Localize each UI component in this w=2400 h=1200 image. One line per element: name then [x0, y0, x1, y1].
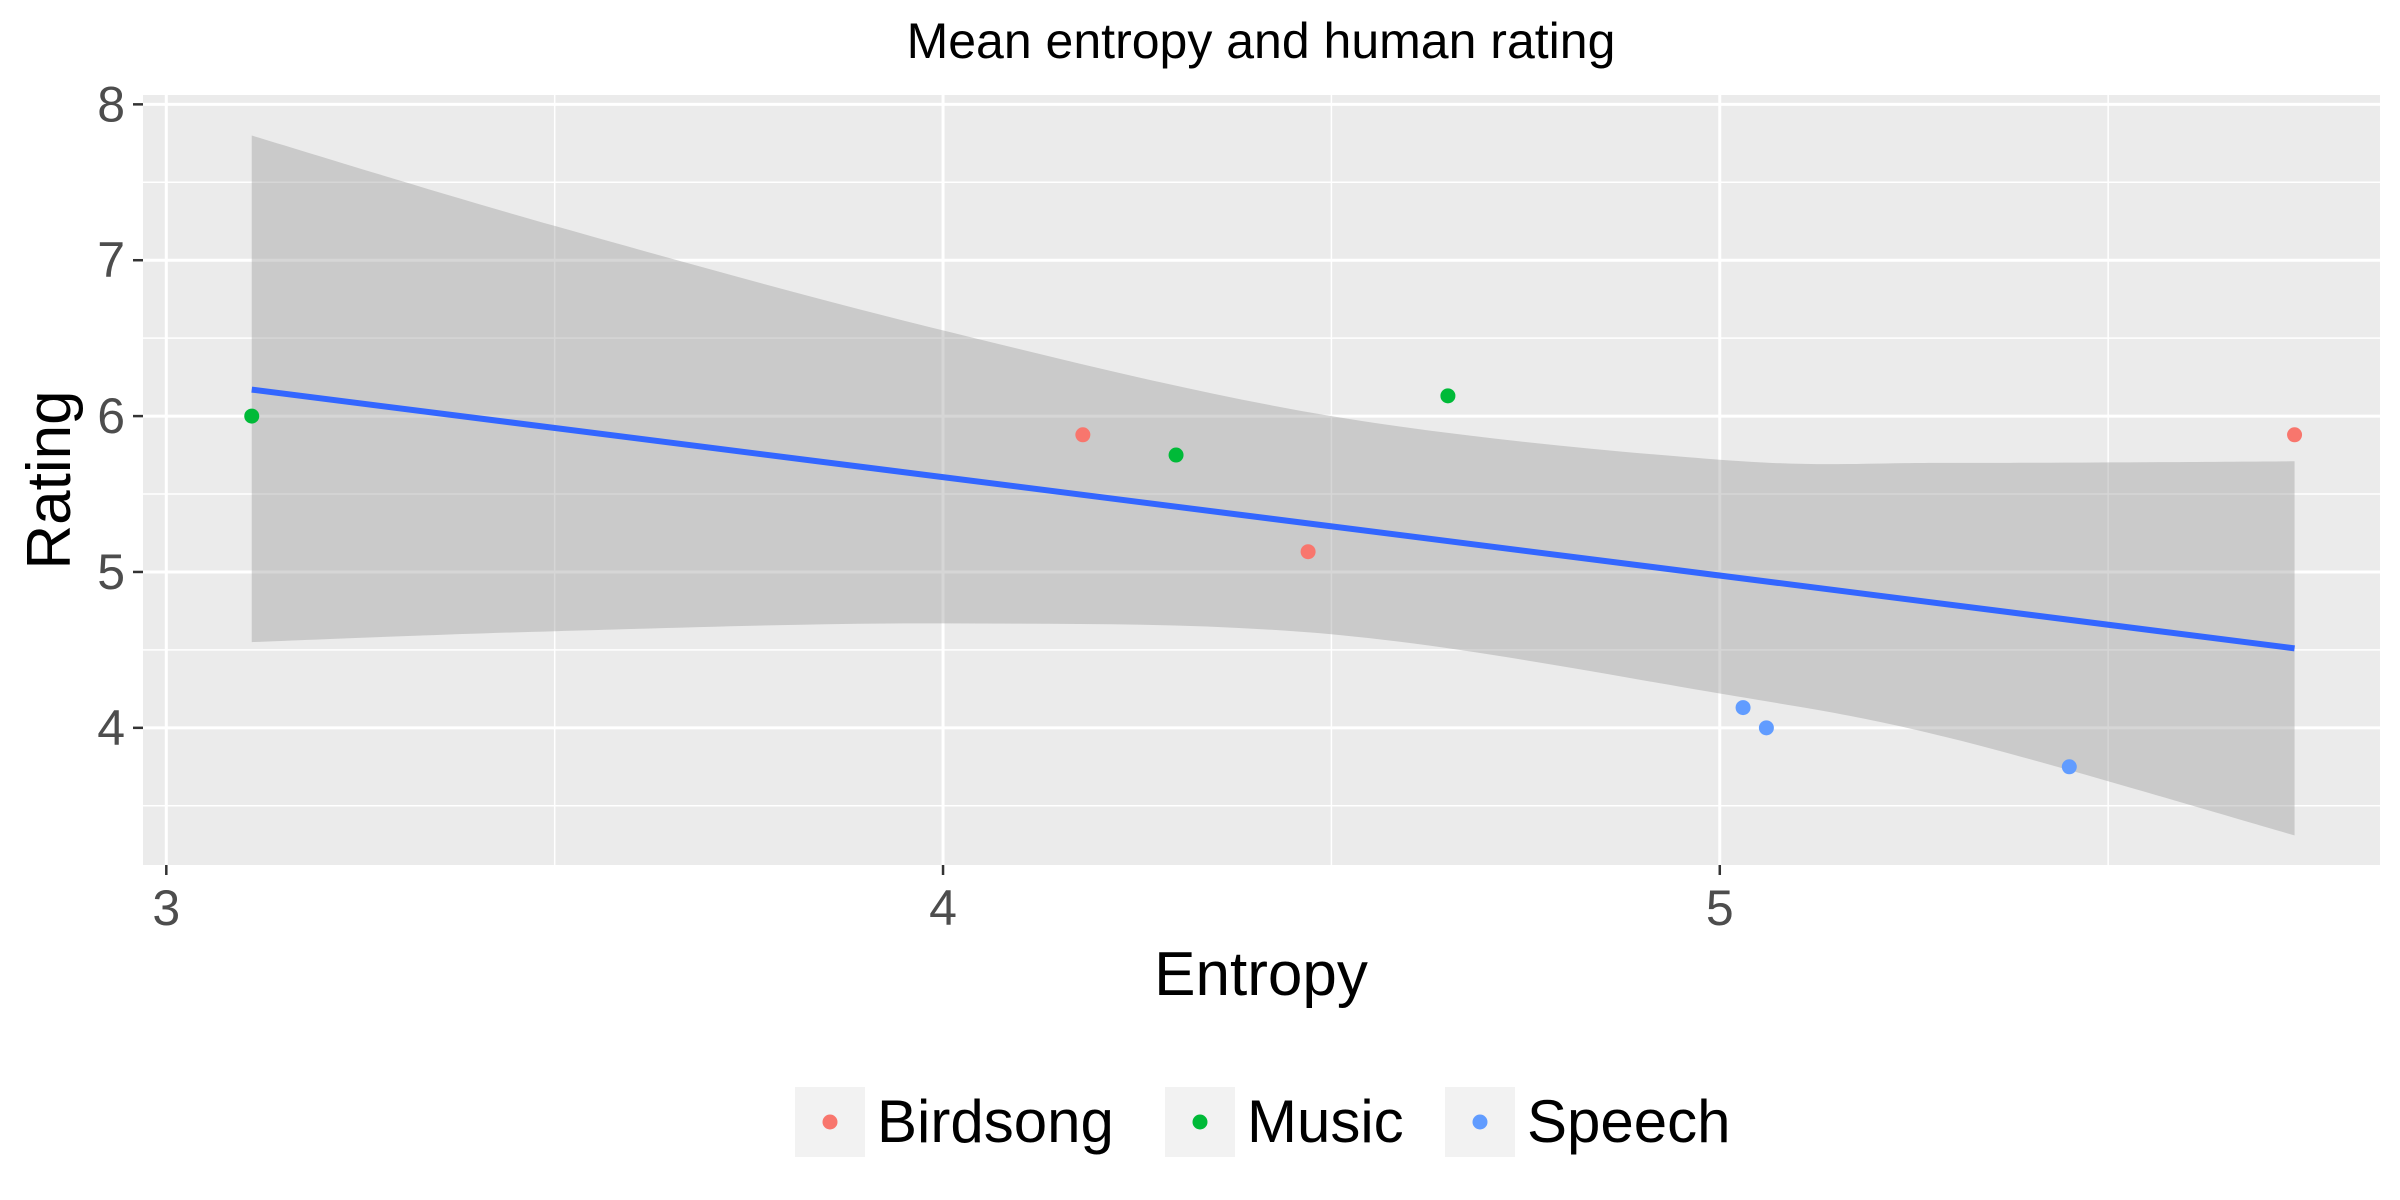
- legend-key-point: [1192, 1114, 1208, 1130]
- confidence-band-layer: [251, 135, 2295, 836]
- grid-minor: [143, 95, 2380, 865]
- confidence-band: [251, 135, 2295, 836]
- legend-label: Music: [1247, 1088, 1404, 1155]
- legend-item-speech: Speech: [1445, 1087, 1731, 1157]
- y-tick-label: 4: [97, 700, 125, 756]
- point-birdsong: [1300, 544, 1316, 560]
- chart-title: Mean entropy and human rating: [907, 13, 1616, 69]
- plot-panel: [143, 95, 2380, 865]
- x-axis-title: Entropy: [1154, 940, 1368, 1009]
- legend-key-point: [822, 1114, 838, 1130]
- legend: Birdsong Music Speech: [795, 1087, 1731, 1157]
- point-birdsong: [2287, 427, 2303, 443]
- x-tick-label: 3: [152, 880, 180, 936]
- y-tick-label: 7: [97, 232, 125, 288]
- point-speech: [2061, 759, 2077, 775]
- point-music: [1168, 447, 1184, 463]
- y-tick-labels: 4 5 6 7 8: [97, 76, 125, 755]
- point-speech: [1735, 700, 1751, 716]
- y-tick-label: 6: [97, 388, 125, 444]
- y-tick-label: 5: [97, 544, 125, 600]
- point-music: [244, 408, 260, 424]
- point-speech: [1758, 720, 1774, 736]
- x-tick-label: 5: [1706, 880, 1734, 936]
- legend-item-music: Music: [1165, 1087, 1404, 1157]
- legend-item-birdsong: Birdsong: [795, 1087, 1114, 1157]
- point-birdsong: [1075, 427, 1091, 443]
- axis-ticks: [133, 103, 1722, 875]
- x-tick-label: 4: [929, 880, 957, 936]
- legend-label: Birdsong: [877, 1088, 1114, 1155]
- x-tick-labels: 3 4 5: [152, 880, 1733, 936]
- y-axis-title: Rating: [15, 390, 84, 569]
- trend-line: [251, 386, 2295, 652]
- legend-label: Speech: [1527, 1088, 1731, 1155]
- point-music: [1440, 388, 1456, 404]
- legend-key-point: [1472, 1114, 1488, 1130]
- points-layer: [244, 388, 2303, 775]
- trend-line-layer: [251, 386, 2295, 652]
- y-tick-label: 8: [97, 76, 125, 132]
